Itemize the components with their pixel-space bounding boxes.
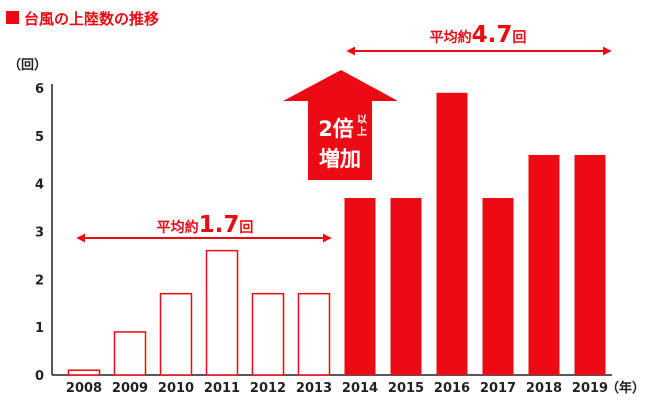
increase-label: 増加: [319, 147, 361, 171]
bar-2013: [297, 292, 331, 376]
bar-2011: [205, 249, 239, 376]
chart-title: 台風の上陸数の推移: [24, 10, 159, 28]
y-axis-ticks: 0 1 2 3 4 5 6: [35, 82, 44, 384]
y-tick-label: 1: [35, 321, 44, 336]
y-tick-label: 5: [35, 130, 44, 145]
x-tick-label-2009: 2009: [112, 381, 148, 396]
bar-2010: [159, 292, 193, 376]
increase-small-top: 以: [357, 114, 367, 126]
increase-up-arrow: 2倍 以 上 増加: [283, 70, 398, 180]
increase-small-bottom: 上: [357, 125, 367, 138]
y-tick-label: 2: [35, 273, 44, 288]
bar-2018: [528, 154, 560, 375]
bars: [67, 92, 606, 376]
x-tick-label-2014: 2014: [342, 381, 378, 396]
x-axis-label: （年）: [606, 380, 645, 396]
x-tick-label-2013: 2013: [296, 381, 332, 396]
y-tick-label: 0: [35, 369, 44, 384]
bar-2009: [113, 331, 147, 376]
average-annotation-after: 平均約4.7回: [346, 22, 612, 56]
increase-arrow-shape: [283, 70, 398, 180]
y-tick-label: 6: [35, 82, 44, 97]
y-axis-label: （回）: [8, 57, 47, 73]
bar-2015: [390, 198, 422, 375]
y-tick-label: 3: [35, 226, 44, 241]
x-tick-label-2018: 2018: [526, 381, 562, 396]
x-tick-label-2012: 2012: [250, 381, 286, 396]
x-tick-label-2015: 2015: [388, 381, 424, 396]
bar-2012: [251, 292, 285, 376]
bar-2014: [344, 198, 376, 375]
increase-number: 2倍: [318, 117, 354, 141]
y-tick-label: 4: [35, 178, 44, 193]
bar-2019: [574, 154, 606, 375]
average-after-label: 平均約4.7回: [430, 22, 527, 48]
x-tick-label-2010: 2010: [158, 381, 194, 396]
x-tick-label-2017: 2017: [480, 381, 516, 396]
x-tick-label-2011: 2011: [204, 381, 240, 396]
x-tick-label-2008: 2008: [66, 381, 102, 396]
bar-2016: [436, 92, 468, 376]
x-axis-categories: 2008 2009 2010 2011 2012 2013 2014 2015 2016 2017…: [66, 381, 608, 396]
average-before-label: 平均約1.7回: [157, 212, 254, 238]
x-tick-label-2016: 2016: [434, 381, 470, 396]
average-annotation-before: 平均約1.7回: [76, 212, 332, 243]
bar-2008: [67, 369, 101, 376]
bar-2017: [482, 198, 514, 375]
title-square-marker: [6, 11, 19, 24]
x-tick-label-2019: 2019: [572, 381, 608, 396]
